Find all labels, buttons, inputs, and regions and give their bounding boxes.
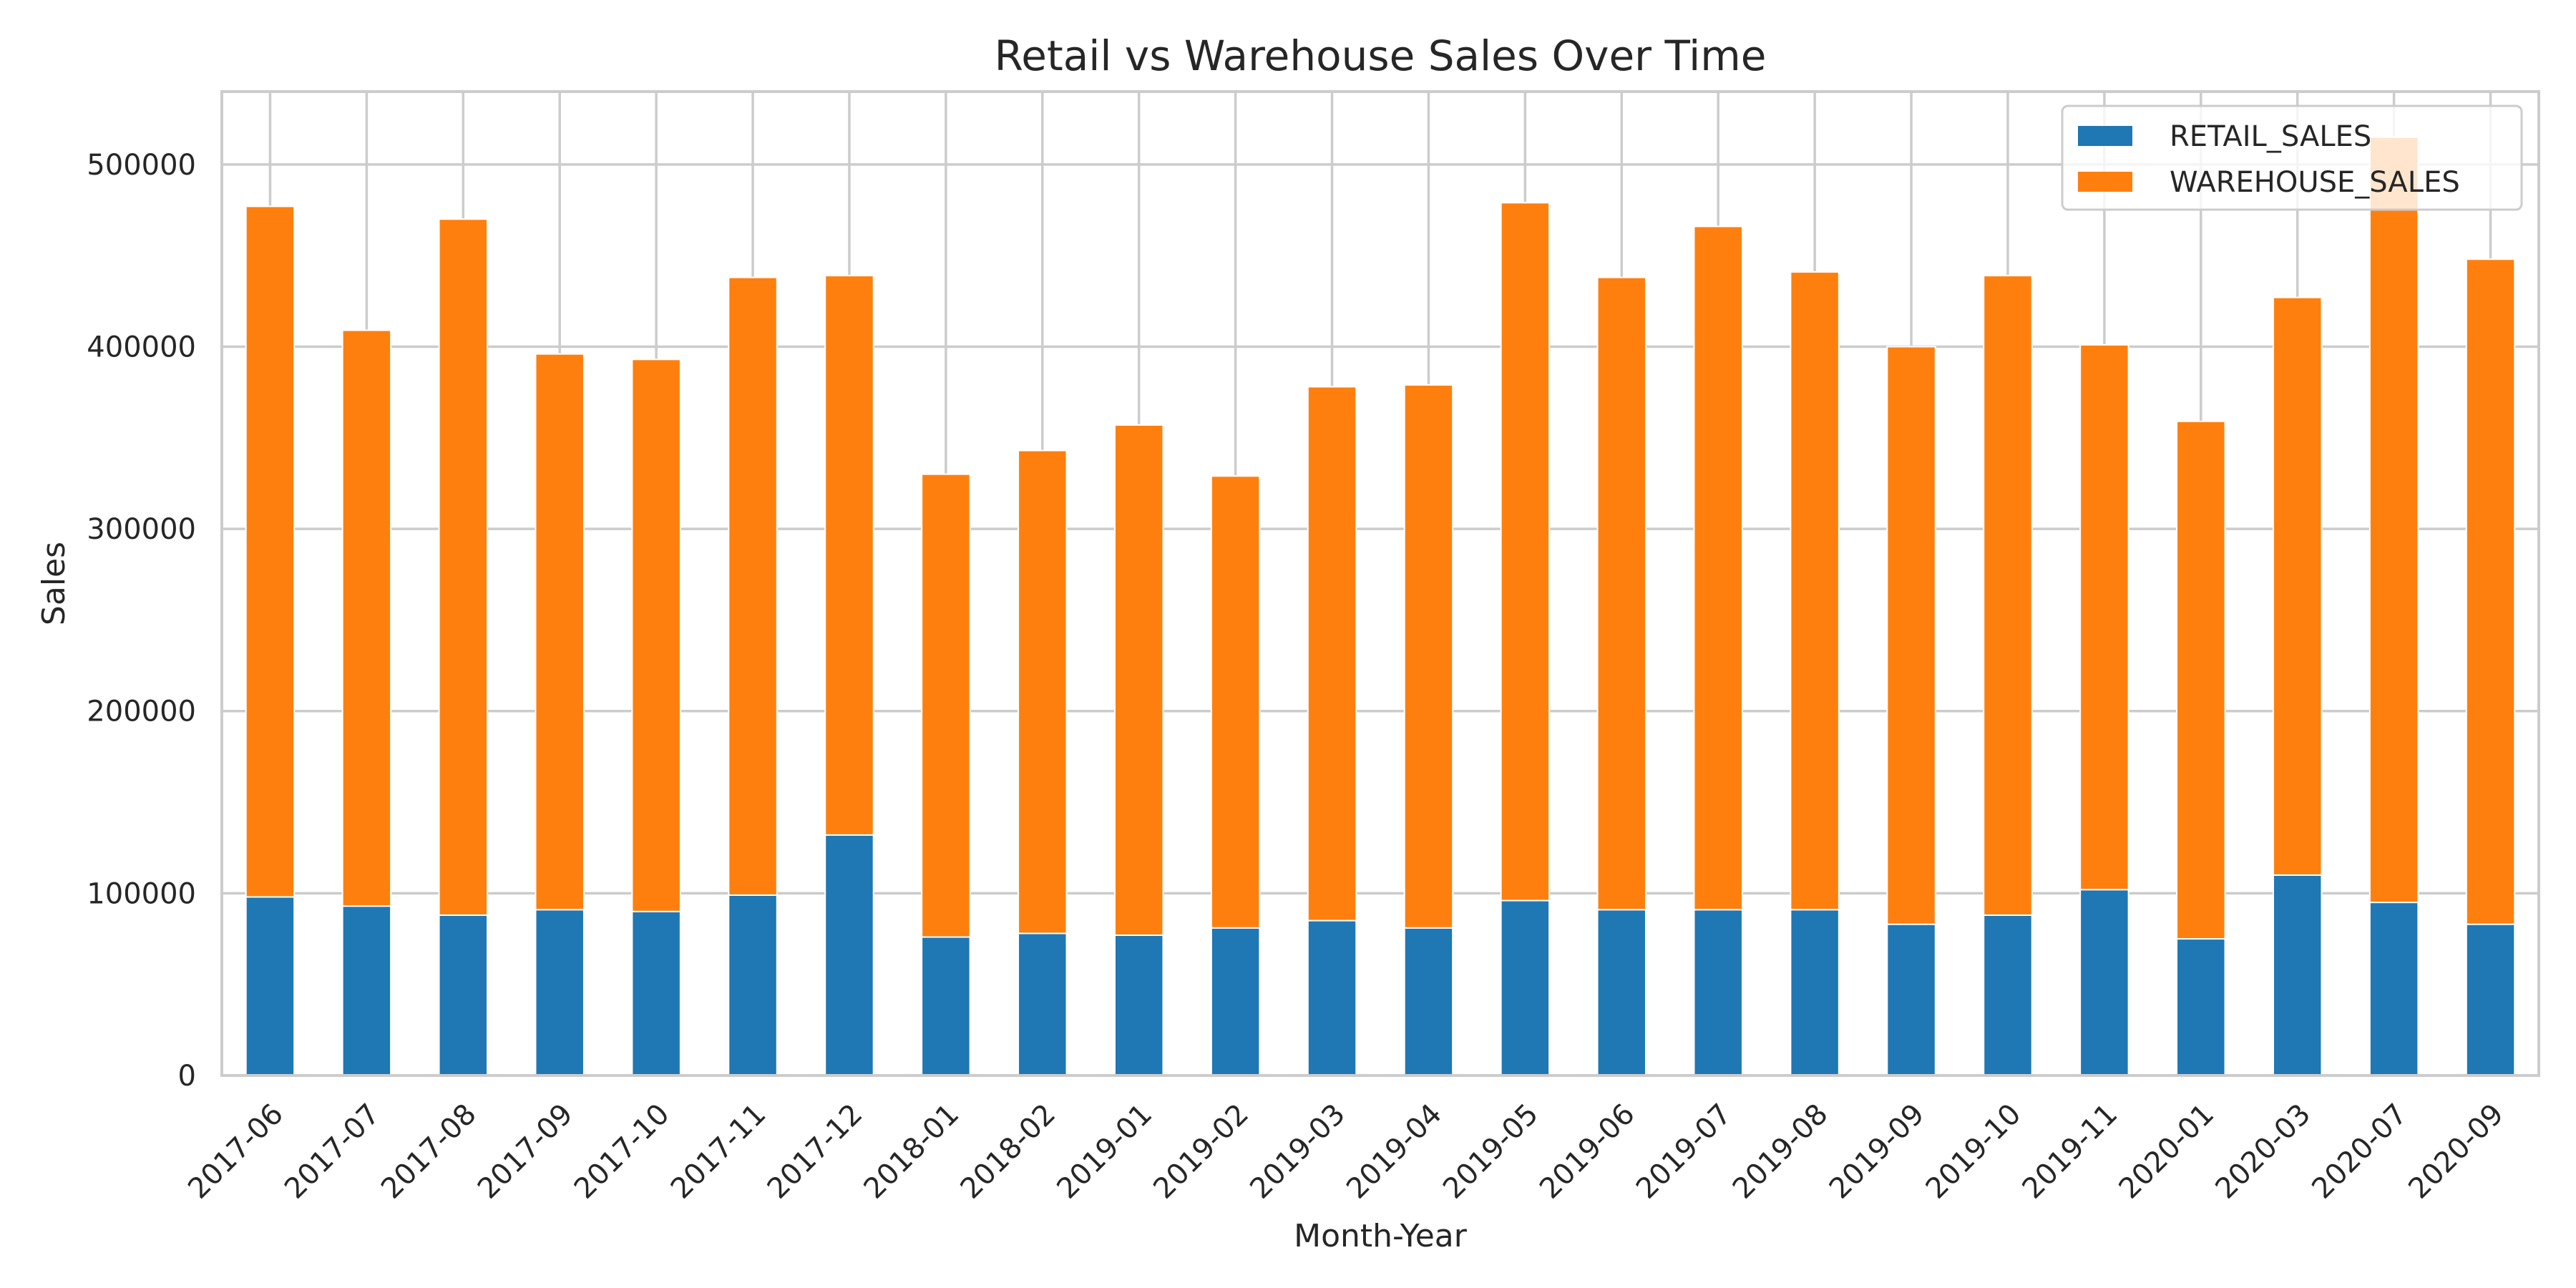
bar-retail-sales: [1403, 927, 1454, 1076]
bar-warehouse-sales: [2465, 258, 2516, 925]
bar-retail-sales: [921, 936, 971, 1076]
bar-warehouse-sales: [1693, 225, 1743, 911]
x-tick-label: 2019-09: [1823, 1098, 1931, 1206]
x-tick-label: 2019-03: [1244, 1098, 1352, 1206]
bar-warehouse-sales: [245, 205, 296, 898]
bar-warehouse-sales: [1983, 275, 2033, 916]
y-tick-label: 400000: [87, 331, 196, 364]
x-tick-label: 2020-03: [2209, 1098, 2317, 1206]
x-tick-label: 2020-07: [2306, 1098, 2414, 1206]
x-axis-ticks: 2017-062017-072017-082017-092017-102017-…: [182, 1098, 2510, 1206]
x-axis-label: Month-Year: [1294, 1218, 1468, 1254]
bar-warehouse-sales: [438, 218, 489, 916]
x-tick-label: 2017-12: [761, 1098, 869, 1206]
x-tick-label: 2017-09: [472, 1098, 580, 1206]
x-tick-label: 2018-01: [858, 1098, 966, 1206]
bar-retail-sales: [1886, 923, 1936, 1076]
bar-warehouse-sales: [1307, 386, 1357, 922]
x-tick-label: 2019-02: [1147, 1098, 1255, 1206]
x-tick-label: 2019-11: [2016, 1098, 2124, 1206]
bar-retail-sales: [341, 905, 392, 1077]
bar-retail-sales: [1018, 932, 1068, 1077]
x-tick-label: 2017-06: [182, 1098, 290, 1206]
bar-warehouse-sales: [2176, 420, 2226, 940]
x-tick-label: 2018-02: [955, 1098, 1063, 1206]
x-tick-label: 2019-04: [1340, 1098, 1448, 1206]
x-tick-label: 2019-07: [1630, 1098, 1738, 1206]
bar-warehouse-sales: [728, 276, 778, 896]
bar-retail-sales: [2176, 938, 2226, 1077]
legend-swatch: [2078, 126, 2132, 146]
x-tick-label: 2019-10: [1920, 1098, 2028, 1206]
legend-box: [2061, 104, 2523, 211]
bar-retail-sales: [1693, 909, 1743, 1076]
bar-retail-sales: [1113, 934, 1164, 1076]
y-tick-label: 300000: [87, 513, 196, 546]
x-tick-label: 2019-05: [1437, 1098, 1545, 1206]
bar-warehouse-sales: [1500, 202, 1551, 902]
bar-retail-sales: [824, 834, 874, 1077]
bar-warehouse-sales: [1596, 276, 1647, 911]
legend-label: WAREHOUSE_SALES: [2170, 166, 2460, 199]
y-axis-label: Sales: [36, 542, 72, 625]
chart-title: Retail vs Warehouse Sales Over Time: [995, 31, 1767, 80]
plot-frame: [220, 90, 2540, 1077]
bar-retail-sales: [2272, 874, 2323, 1076]
bar-retail-sales: [1500, 899, 1551, 1076]
legend-swatch: [2078, 172, 2132, 192]
bar-warehouse-sales: [1018, 449, 1068, 935]
x-tick-label: 2020-01: [2113, 1098, 2221, 1206]
bars: [245, 136, 2516, 1077]
bar-retail-sales: [1790, 909, 1840, 1076]
x-tick-label: 2017-11: [665, 1098, 773, 1206]
bar-retail-sales: [1210, 927, 1261, 1076]
bar-retail-sales: [1983, 914, 2033, 1076]
bar-retail-sales: [1307, 919, 1357, 1076]
x-tick-label: 2017-10: [568, 1098, 676, 1206]
bar-retail-sales: [438, 914, 489, 1076]
bar-warehouse-sales: [341, 329, 392, 907]
bar-warehouse-sales: [1210, 475, 1261, 929]
bar-retail-sales: [2465, 923, 2516, 1076]
bar-retail-sales: [535, 909, 585, 1076]
bar-warehouse-sales: [2368, 136, 2419, 904]
x-tick-label: 2017-08: [375, 1098, 483, 1206]
bar-warehouse-sales: [824, 275, 874, 836]
x-tick-label: 2020-09: [2402, 1098, 2510, 1206]
y-tick-label: 200000: [87, 696, 196, 728]
bar-warehouse-sales: [1886, 346, 1936, 925]
bar-warehouse-sales: [631, 358, 681, 912]
bar-warehouse-sales: [1403, 384, 1454, 929]
legend-label: RETAIL_SALES: [2170, 120, 2371, 153]
y-tick-label: 0: [178, 1060, 196, 1093]
bar-warehouse-sales: [1790, 271, 1840, 911]
bar-warehouse-sales: [1113, 424, 1164, 936]
y-tick-label: 500000: [87, 149, 196, 182]
legend: RETAIL_SALES WAREHOUSE_SALES: [2061, 104, 2523, 211]
x-tick-label: 2019-06: [1533, 1098, 1641, 1206]
bar-warehouse-sales: [921, 473, 971, 938]
bar-retail-sales: [2368, 902, 2419, 1076]
bar-warehouse-sales: [2272, 296, 2323, 876]
bar-retail-sales: [2079, 889, 2129, 1077]
x-tick-label: 2019-01: [1050, 1098, 1158, 1206]
x-tick-label: 2017-07: [278, 1098, 386, 1206]
y-axis-ticks: 0 100000 200000 300000 400000 500000: [87, 149, 196, 1093]
x-tick-label: 2019-08: [1727, 1098, 1835, 1206]
bar-retail-sales: [728, 894, 778, 1076]
bar-warehouse-sales: [2079, 343, 2129, 891]
bar-retail-sales: [631, 910, 681, 1077]
bar-retail-sales: [245, 896, 296, 1077]
bar-retail-sales: [1596, 909, 1647, 1076]
y-tick-label: 100000: [87, 877, 196, 910]
bar-warehouse-sales: [535, 353, 585, 911]
